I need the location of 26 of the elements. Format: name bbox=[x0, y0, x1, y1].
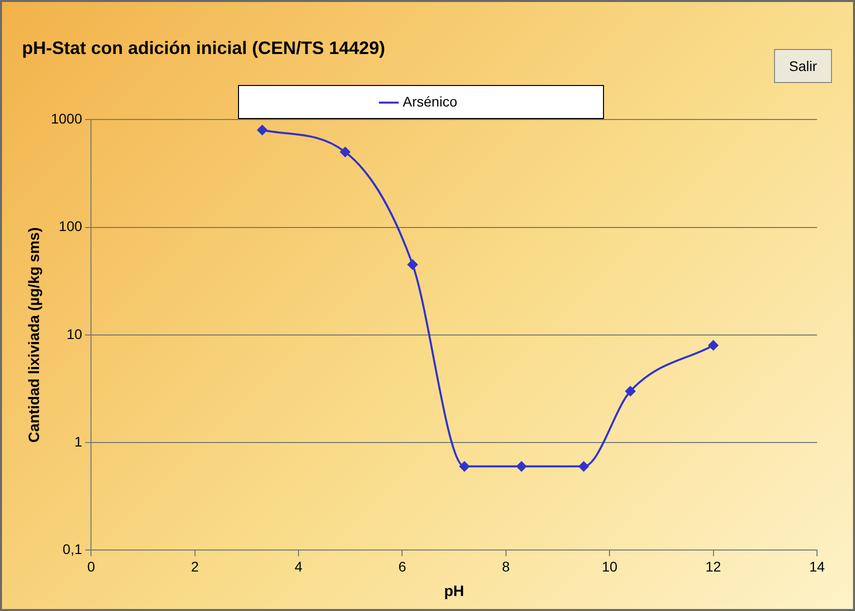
x-tick-label: 14 bbox=[809, 558, 825, 574]
legend-label: Arsénico bbox=[402, 93, 458, 110]
x-tick-label: 4 bbox=[294, 558, 303, 574]
y-tick-label: 10 bbox=[66, 326, 82, 342]
point bbox=[516, 461, 526, 472]
chart-title: pH-Stat con adición inicial (CEN/TS 14429) bbox=[22, 38, 386, 58]
y-tick-label: 1 bbox=[74, 433, 82, 450]
y-tick-label: 1000 bbox=[50, 110, 82, 126]
point bbox=[708, 340, 718, 350]
point bbox=[408, 260, 418, 270]
point bbox=[257, 125, 268, 136]
point bbox=[459, 461, 470, 472]
text: Salir bbox=[774, 49, 832, 83]
x-tick-label: 12 bbox=[706, 558, 722, 574]
point bbox=[578, 461, 589, 472]
point bbox=[340, 147, 350, 158]
y-tick-label: 0,1 bbox=[62, 541, 82, 558]
x-axis-title: pH bbox=[444, 583, 464, 600]
x-tick-label: 6 bbox=[398, 558, 406, 574]
x-tick-label: 0 bbox=[87, 558, 96, 574]
x-tick-label: 2 bbox=[190, 558, 199, 574]
point bbox=[625, 386, 636, 396]
x-tick-label: 8 bbox=[502, 558, 510, 574]
y-tick-label: 100 bbox=[58, 218, 82, 234]
y-axis-title: Cantidad lixiviada (µg/kg sms) bbox=[26, 227, 44, 443]
x-tick-label: 10 bbox=[602, 558, 618, 574]
